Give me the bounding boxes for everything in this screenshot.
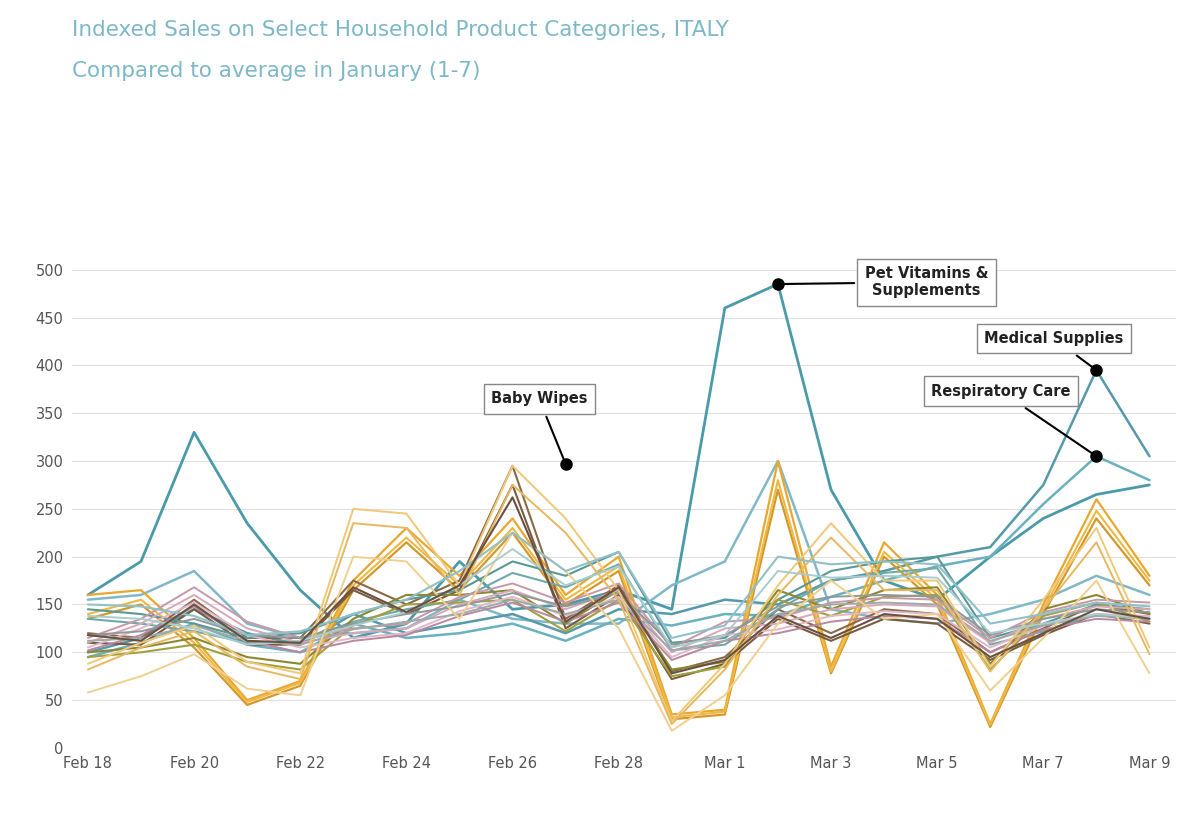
Text: Baby Wipes: Baby Wipes — [491, 391, 587, 461]
Text: Respiratory Care: Respiratory Care — [931, 384, 1094, 454]
Text: Pet Vitamins &
Supplements: Pet Vitamins & Supplements — [781, 266, 989, 298]
Text: Compared to average in January (1-7): Compared to average in January (1-7) — [72, 61, 480, 81]
Text: Medical Supplies: Medical Supplies — [984, 331, 1123, 368]
Text: Indexed Sales on Select Household Product Categories, ITALY: Indexed Sales on Select Household Produc… — [72, 20, 728, 41]
